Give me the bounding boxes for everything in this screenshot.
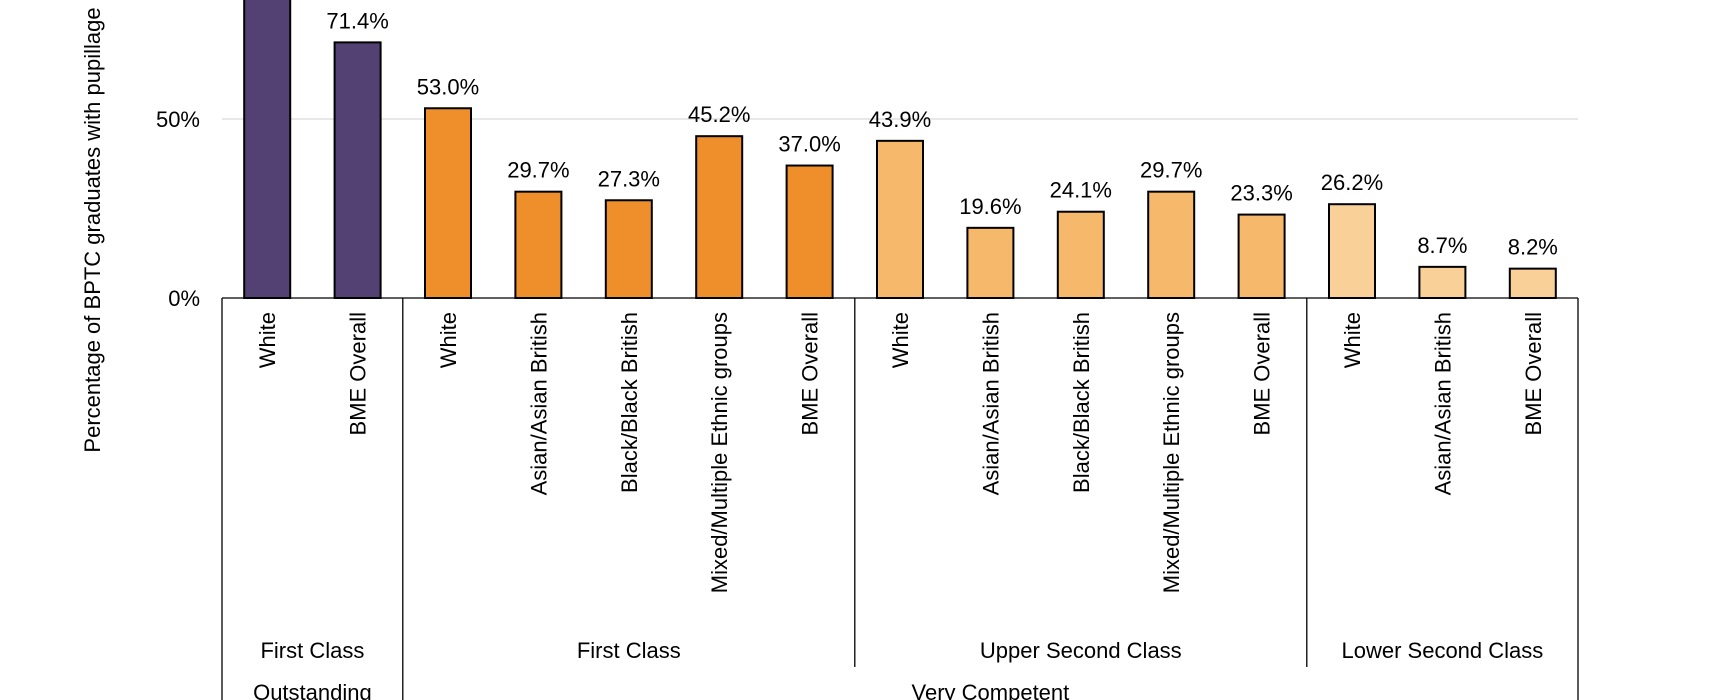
y-tick-label: 0%	[168, 286, 200, 311]
x-tick-label: Asian/Asian British	[978, 312, 1003, 495]
outer-group-label: Outstanding	[253, 680, 372, 700]
data-label: 26.2%	[1321, 170, 1383, 195]
bar	[1508, 267, 1557, 300]
y-axis-ticks: 0% 50%	[156, 107, 200, 311]
bar	[1237, 213, 1286, 299]
x-tick-label: Black/Black British	[617, 312, 642, 493]
bar	[514, 190, 563, 299]
bar	[1056, 210, 1105, 299]
x-tick-label: BME Overall	[346, 312, 371, 435]
x-tick-label: BME Overall	[1250, 312, 1275, 435]
x-tick-label: White	[888, 312, 913, 368]
data-label: 8.2%	[1508, 235, 1558, 260]
data-label: 71.4%	[326, 8, 388, 33]
bars	[243, 0, 1557, 300]
data-labels: 71.4% 53.0% 29.7% 27.3% 45.2% 37.0% 43.9% 19.6%…	[326, 8, 1557, 259]
bar	[1328, 203, 1376, 299]
data-label: 37.0%	[778, 132, 840, 157]
y-axis-title: Percentage of BPTC graduates with pupill…	[80, 7, 105, 452]
outer-group-label: Very Competent	[912, 680, 1070, 700]
x-tick-label: Asian/Asian British	[1430, 312, 1455, 495]
data-label: 8.7%	[1417, 233, 1467, 258]
data-label: 53.0%	[417, 74, 479, 99]
bar	[604, 199, 653, 300]
x-axis-group-labels: First Class First Class Upper Second Class…	[260, 638, 1543, 663]
bar	[1147, 190, 1196, 299]
bar	[876, 139, 924, 299]
group-label: Lower Second Class	[1342, 638, 1544, 663]
bar	[333, 41, 382, 299]
data-label: 45.2%	[688, 102, 750, 127]
data-label: 27.3%	[598, 166, 660, 191]
data-label: 19.6%	[959, 194, 1021, 219]
x-tick-label: White	[1340, 312, 1365, 368]
x-tick-label: Asian/Asian British	[526, 312, 551, 495]
data-label: 29.7%	[507, 158, 569, 183]
x-tick-label: White	[255, 312, 280, 368]
bar	[1418, 265, 1467, 300]
x-tick-label: Mixed/Multiple Ethnic groups	[707, 312, 732, 593]
x-axis-outer-group-labels: Outstanding Very Competent	[253, 680, 1069, 700]
x-axis-group-dividers	[221, 298, 1579, 700]
x-tick-label: Mixed/Multiple Ethnic groups	[1159, 312, 1184, 593]
x-tick-label: Black/Black British	[1069, 312, 1094, 493]
bar	[695, 135, 744, 299]
x-tick-label: BME Overall	[1521, 312, 1546, 435]
x-tick-label: White	[436, 312, 461, 368]
bar	[785, 164, 834, 299]
group-label: First Class	[260, 638, 364, 663]
group-label: First Class	[577, 638, 681, 663]
x-tick-label: BME Overall	[798, 312, 823, 435]
bar	[243, 0, 292, 300]
bar	[424, 107, 472, 300]
data-label: 23.3%	[1230, 181, 1292, 206]
bar	[966, 226, 1015, 299]
data-label: 43.9%	[869, 107, 931, 132]
group-label: Upper Second Class	[980, 638, 1182, 663]
data-label: 29.7%	[1140, 158, 1202, 183]
y-tick-label: 50%	[156, 107, 200, 132]
data-label: 24.1%	[1050, 178, 1112, 203]
x-axis-category-labels: White BME Overall White Asian/Asian British…	[255, 312, 1546, 593]
